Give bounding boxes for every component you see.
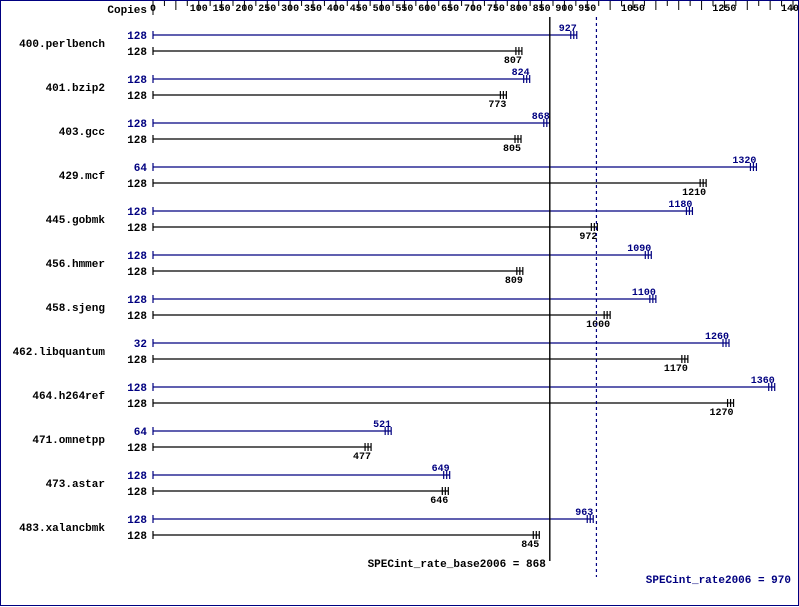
header-copies: Copies: [107, 5, 147, 17]
base-copies: 128: [127, 223, 147, 235]
axis-tick-label: 1050: [621, 4, 645, 15]
peak-value-label: 1100: [632, 288, 656, 299]
base-value-label: 1000: [586, 320, 610, 331]
base-copies: 128: [127, 399, 147, 411]
peak-copies: 128: [127, 119, 147, 131]
peak-copies: 128: [127, 75, 147, 87]
axis-tick-label: 550: [395, 4, 413, 15]
base-copies: 128: [127, 443, 147, 455]
axis-tick-label: 350: [304, 4, 322, 15]
peak-copies: 128: [127, 383, 147, 395]
axis-tick-label: 150: [213, 4, 231, 15]
benchmark-name: 473.astar: [46, 479, 105, 491]
base-copies: 128: [127, 179, 147, 191]
peak-copies: 128: [127, 471, 147, 483]
benchmark-name: 464.h264ref: [32, 391, 105, 403]
axis-tick-label: 450: [350, 4, 368, 15]
axis-tick-label: 600: [418, 4, 436, 15]
base-value-label: 1170: [664, 364, 688, 375]
benchmark-name: 456.hmmer: [46, 259, 105, 271]
peak-copies: 128: [127, 515, 147, 527]
benchmark-name: 483.xalancbmk: [19, 523, 105, 535]
peak-copies: 128: [127, 295, 147, 307]
peak-value-label: 1260: [705, 332, 729, 343]
chart-svg: 0100150200250300350400450500550600650700…: [1, 1, 799, 607]
peak-value-label: 1180: [668, 200, 692, 211]
axis-tick-label: 300: [281, 4, 299, 15]
base-value-label: 646: [430, 496, 448, 507]
base-value-label: 773: [488, 100, 506, 111]
base-value-label: 477: [353, 452, 371, 463]
benchmark-name: 401.bzip2: [46, 83, 105, 95]
axis-tick-label: 650: [441, 4, 459, 15]
peak-value-label: 824: [512, 68, 530, 79]
benchmark-name: 471.omnetpp: [32, 435, 105, 447]
peak-value-label: 521: [373, 420, 391, 431]
axis-tick-label: 700: [464, 4, 482, 15]
base-copies: 128: [127, 135, 147, 147]
peak-copies: 128: [127, 207, 147, 219]
peak-copies: 128: [127, 251, 147, 263]
benchmark-name: 462.libquantum: [13, 347, 106, 359]
peak-value-label: 1360: [751, 376, 775, 387]
base-copies: 128: [127, 487, 147, 499]
base-copies: 128: [127, 47, 147, 59]
summary-base-label: SPECint_rate_base2006 = 868: [368, 559, 547, 571]
axis-tick-label: 1400: [781, 4, 799, 15]
base-value-label: 972: [579, 232, 597, 243]
axis-tick-label: 200: [235, 4, 253, 15]
base-copies: 128: [127, 267, 147, 279]
peak-value-label: 1320: [732, 156, 756, 167]
peak-value-label: 963: [575, 508, 593, 519]
peak-copies: 64: [134, 163, 148, 175]
axis-tick-label: 1250: [712, 4, 736, 15]
base-value-label: 807: [504, 56, 522, 67]
axis-tick-label: 750: [487, 4, 505, 15]
axis-tick-label: 850: [533, 4, 551, 15]
benchmark-name: 445.gobmk: [46, 215, 106, 227]
axis-tick-label: 500: [373, 4, 391, 15]
peak-value-label: 1090: [627, 244, 651, 255]
peak-value-label: 927: [559, 24, 577, 35]
base-copies: 128: [127, 91, 147, 103]
base-copies: 128: [127, 355, 147, 367]
benchmark-name: 458.sjeng: [46, 303, 105, 315]
peak-value-label: 868: [532, 112, 550, 123]
base-value-label: 809: [505, 276, 523, 287]
peak-copies: 128: [127, 31, 147, 43]
summary-peak-label: SPECint_rate2006 = 970: [646, 575, 791, 587]
axis-tick-label: 900: [555, 4, 573, 15]
benchmark-name: 429.mcf: [59, 171, 106, 183]
axis-tick-label: 400: [327, 4, 345, 15]
benchmark-name: 403.gcc: [59, 127, 105, 139]
base-value-label: 1270: [710, 408, 734, 419]
benchmark-name: 400.perlbench: [19, 39, 105, 51]
peak-copies: 64: [134, 427, 148, 439]
base-copies: 128: [127, 531, 147, 543]
peak-copies: 32: [134, 339, 147, 351]
base-copies: 128: [127, 311, 147, 323]
axis-tick-label: 100: [190, 4, 208, 15]
base-value-label: 845: [521, 540, 539, 551]
axis-tick-label: 250: [258, 4, 276, 15]
base-value-label: 1210: [682, 188, 706, 199]
axis-tick-label: 800: [510, 4, 528, 15]
axis-tick-label: 950: [578, 4, 596, 15]
base-value-label: 805: [503, 144, 521, 155]
spec-rate-chart: 0100150200250300350400450500550600650700…: [0, 0, 799, 606]
peak-value-label: 649: [432, 464, 450, 475]
